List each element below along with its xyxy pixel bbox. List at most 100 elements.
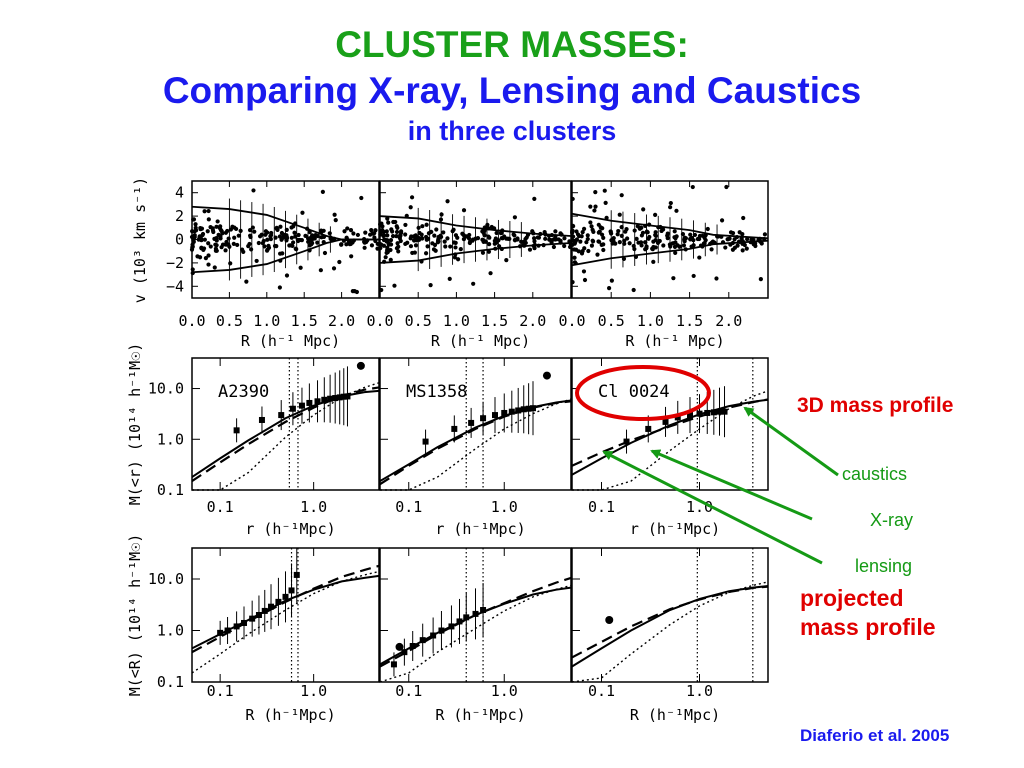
galaxy-point: [423, 251, 429, 256]
galaxy-point: [345, 226, 350, 231]
galaxy-point: [673, 250, 678, 256]
highlight-circle: [575, 365, 711, 421]
galaxy-point: [634, 236, 639, 241]
galaxy-point: [570, 238, 575, 243]
lensing-mass-curve: [192, 382, 380, 491]
x-tick-label: 1.0: [253, 312, 280, 330]
galaxy-point: [702, 235, 707, 241]
galaxy-point: [396, 244, 401, 249]
galaxy-point: [241, 249, 246, 254]
galaxy-point: [714, 276, 719, 281]
galaxy-point: [432, 233, 437, 238]
galaxy-point: [383, 255, 388, 260]
galaxy-point: [740, 248, 745, 253]
galaxy-point: [530, 229, 535, 234]
galaxy-point: [332, 212, 337, 217]
galaxy-point: [480, 237, 485, 242]
galaxy-point: [593, 204, 598, 209]
galaxy-point: [504, 257, 509, 263]
mass-panel: [571, 547, 769, 683]
galaxy-point: [688, 232, 693, 237]
galaxy-point: [705, 226, 710, 232]
galaxy-point: [408, 236, 413, 241]
x-tick-label: 1.5: [676, 312, 703, 330]
y-tick-label: 1.0: [157, 622, 184, 640]
x-tick-label: 0.1: [395, 498, 422, 516]
mass-panel: [571, 357, 769, 491]
galaxy-point: [646, 236, 651, 241]
galaxy-point: [709, 247, 714, 252]
galaxy-point: [355, 232, 361, 238]
data-point: [623, 438, 630, 445]
galaxy-point: [394, 229, 400, 235]
galaxy-point: [480, 250, 486, 255]
galaxy-point: [581, 226, 587, 231]
galaxy-point: [570, 242, 575, 247]
galaxy-point: [582, 277, 588, 283]
galaxy-point: [206, 253, 211, 258]
galaxy-point: [247, 228, 253, 233]
galaxy-point: [586, 248, 591, 254]
galaxy-point: [723, 245, 728, 250]
galaxy-point: [190, 267, 195, 272]
galaxy-point: [574, 237, 580, 242]
galaxy-point: [313, 233, 318, 238]
galaxy-point: [464, 234, 469, 239]
galaxy-point: [350, 289, 355, 294]
galaxy-point: [639, 225, 644, 230]
mass-panel: [379, 357, 572, 491]
galaxy-point: [599, 242, 604, 247]
galaxy-point: [206, 241, 211, 246]
data-point: [508, 408, 515, 415]
galaxy-point: [348, 228, 354, 233]
annotation-projected-line1: projected: [800, 585, 904, 611]
galaxy-point: [320, 189, 325, 194]
galaxy-point: [228, 261, 233, 266]
citation: Diaferio et al. 2005: [800, 726, 950, 745]
galaxy-point: [758, 277, 763, 282]
galaxy-point: [532, 246, 537, 251]
galaxy-point: [424, 234, 429, 240]
galaxy-point: [691, 273, 696, 279]
galaxy-point: [214, 243, 219, 248]
data-point: [314, 398, 321, 405]
galaxy-point: [265, 230, 270, 235]
galaxy-point: [690, 184, 695, 190]
galaxy-point: [670, 241, 675, 246]
x-tick-label: 2.0: [519, 312, 546, 330]
x-tick-label: 1.0: [300, 498, 327, 516]
galaxy-point: [232, 225, 237, 230]
galaxy-point: [467, 240, 472, 246]
galaxy-point: [447, 276, 452, 282]
galaxy-point: [675, 243, 680, 248]
galaxy-point: [572, 255, 577, 260]
galaxy-point: [551, 244, 556, 250]
data-point: [233, 427, 240, 434]
panel-frame: [191, 547, 380, 683]
galaxy-point: [488, 271, 493, 276]
galaxy-point: [627, 241, 632, 246]
galaxy-point: [212, 265, 217, 270]
galaxy-point: [223, 248, 228, 253]
x-tick-label: 1.0: [300, 682, 327, 700]
galaxy-point: [189, 247, 195, 252]
galaxy-point: [595, 252, 600, 257]
galaxy-point: [601, 235, 606, 240]
xray-arrow: [650, 449, 813, 521]
data-point: [306, 399, 313, 406]
galaxy-point: [213, 246, 219, 251]
galaxy-point: [732, 237, 737, 242]
galaxy-point: [445, 236, 450, 241]
data-point: [491, 412, 498, 419]
caustic-mass-curve: [571, 585, 769, 668]
galaxy-point: [372, 235, 377, 240]
data-point: [438, 627, 445, 634]
data-point: [258, 416, 265, 423]
data-point: [448, 623, 455, 630]
galaxy-point: [391, 219, 396, 225]
mass-panel: [191, 547, 380, 683]
data-point: [687, 412, 694, 419]
lensing-mass-curve: [379, 584, 572, 683]
galaxy-point: [697, 255, 702, 260]
y-tick-label: 2: [175, 207, 184, 225]
